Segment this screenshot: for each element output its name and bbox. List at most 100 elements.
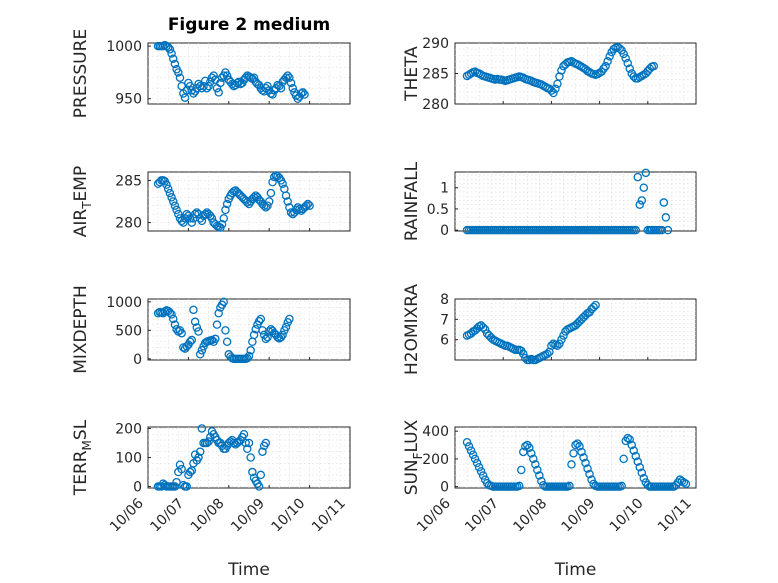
data-point: [617, 481, 626, 491]
data-point: [211, 334, 220, 344]
data-point: [170, 320, 180, 329]
data-point: [185, 214, 195, 223]
data-point: [298, 88, 308, 97]
data-point: [246, 346, 255, 355]
data-point: [229, 438, 239, 448]
data-point: [567, 460, 576, 469]
data-point: [587, 475, 596, 484]
data-point: [261, 334, 271, 344]
data-point: [254, 316, 264, 326]
data-point: [195, 447, 205, 456]
data-point: [615, 44, 624, 53]
y-tick-label: 0.5: [427, 202, 449, 218]
data-point: [468, 450, 478, 459]
data-point: [281, 191, 291, 200]
x-tick-label: 10/07: [462, 496, 502, 536]
subplot-sun-flux: 10/06 10/07 10/08 10/09 10/10 10/11 0 200 400SUN…: [402, 419, 697, 580]
data-point: [168, 314, 178, 324]
data-point: [214, 88, 223, 97]
data-point: [533, 465, 542, 475]
data-point: [244, 351, 254, 361]
y-tick-label: 7: [440, 312, 449, 328]
data-point: [190, 209, 200, 219]
data-point: [165, 308, 175, 317]
data-point: [170, 59, 180, 69]
y-tick-label: 0: [440, 223, 449, 239]
data-point: [243, 354, 252, 363]
data-point: [591, 300, 600, 310]
data-point: [168, 197, 178, 206]
y-tick-label: 285: [422, 67, 449, 83]
data-point: [478, 323, 488, 332]
data-point: [603, 57, 612, 66]
data-point: [281, 73, 291, 82]
data-point: [175, 73, 185, 82]
data-point: [557, 66, 566, 75]
y-tick-label: 400: [422, 424, 449, 440]
data-point: [583, 464, 592, 473]
data-point: [281, 322, 291, 332]
data-point: [629, 72, 638, 81]
data-point: [168, 54, 178, 64]
x-tick-label: 10/06: [107, 495, 147, 535]
data-point: [619, 454, 628, 464]
data-point: [165, 45, 175, 54]
data-point: [158, 41, 168, 51]
data-point: [194, 327, 203, 336]
y-axis-label: AIRTEMP: [71, 166, 94, 237]
y-tick-label: 8: [440, 292, 449, 308]
data-point: [466, 69, 476, 78]
data-point: [585, 469, 594, 479]
data-point: [288, 83, 298, 93]
data-point: [623, 433, 632, 443]
data-point: [551, 84, 560, 94]
data-point: [182, 482, 191, 491]
data-point: [285, 314, 294, 324]
x-tick-label: 10/11: [309, 496, 349, 536]
data-point: [278, 179, 287, 189]
data-point: [464, 442, 474, 451]
data-point: [649, 61, 659, 71]
x-tick-label: 10/09: [228, 496, 268, 536]
data-point: [633, 172, 643, 182]
data-point: [259, 201, 269, 210]
figure-title: Figure 2 medium: [168, 15, 330, 35]
data-point: [249, 193, 259, 202]
data-point: [177, 464, 186, 474]
data-point: [547, 341, 556, 351]
y-axis-label: PRESSURE: [71, 29, 91, 118]
data-point: [599, 64, 608, 73]
data-point: [521, 353, 530, 363]
data-point: [659, 198, 669, 207]
data-point: [263, 81, 272, 91]
data-point: [163, 42, 173, 52]
data-point: [197, 346, 207, 355]
x-tick-label: 10/09: [559, 496, 599, 536]
data-point: [559, 331, 568, 340]
data-point: [167, 49, 176, 58]
y-tick-label: 0: [133, 352, 142, 368]
data-point: [519, 447, 528, 457]
data-point: [627, 440, 636, 450]
data-point: [256, 470, 266, 480]
y-tick-label: 200: [115, 421, 142, 437]
data-point: [529, 454, 538, 464]
data-point: [549, 88, 558, 98]
data-point: [243, 444, 252, 454]
data-point: [221, 326, 230, 335]
data-point: [263, 332, 272, 342]
data-point: [174, 68, 183, 77]
data-point: [278, 330, 287, 340]
x-tick-label: 10/07: [147, 496, 187, 536]
data-point: [246, 453, 255, 462]
y-tick-label: 280: [115, 216, 142, 232]
data-point: [681, 479, 691, 489]
data-point: [657, 225, 667, 235]
data-point: [625, 435, 634, 444]
data-point: [643, 480, 653, 490]
data-point: [472, 458, 482, 468]
data-point: [204, 81, 213, 91]
x-tick-label: 10/06: [414, 495, 454, 535]
